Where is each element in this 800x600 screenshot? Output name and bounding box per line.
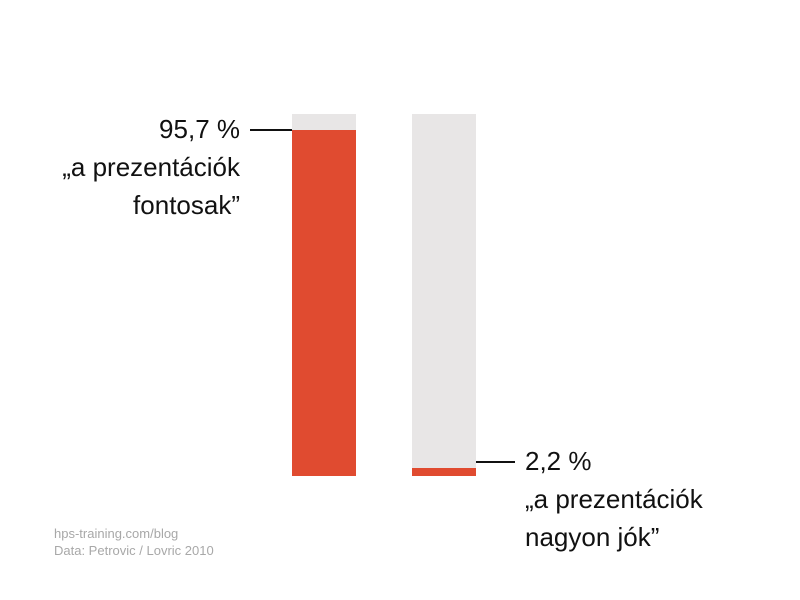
bar [412, 468, 476, 476]
label-block: 95,7 % „a prezentációk fontosak” [62, 110, 240, 224]
category-label: „a prezentációk fontosak” [62, 151, 240, 220]
value-label: 2,2 % [525, 446, 592, 477]
category-label: „a prezentációk nagyon jók” [525, 484, 703, 553]
label-block: 2,2 % „a prezentációk nagyon jók” [525, 442, 703, 556]
value-label: 95,7 % [159, 113, 240, 144]
connector [250, 128, 292, 131]
connector [476, 461, 515, 464]
bar-track [412, 114, 476, 476]
source-text: Data: Petrovic / Lovric 2010 [54, 543, 214, 558]
source-text: hps-training.com/blog [54, 526, 179, 541]
bar [292, 129, 356, 476]
